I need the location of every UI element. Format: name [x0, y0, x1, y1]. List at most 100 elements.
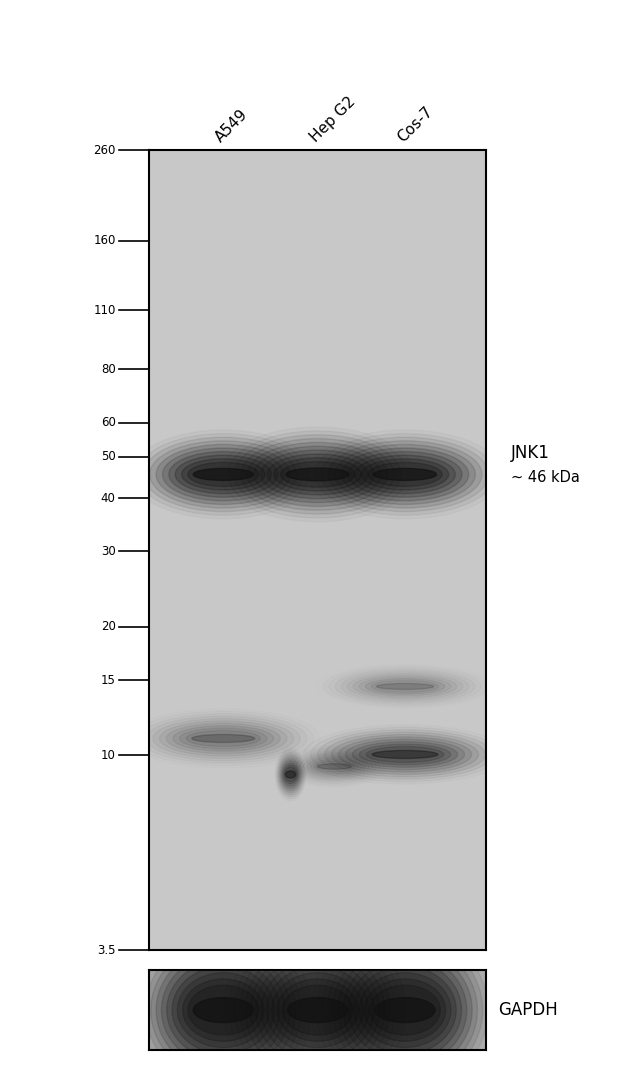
Ellipse shape: [364, 978, 446, 1042]
Ellipse shape: [256, 954, 379, 1066]
Ellipse shape: [274, 458, 361, 491]
Ellipse shape: [260, 450, 375, 498]
Ellipse shape: [283, 763, 298, 786]
Ellipse shape: [144, 437, 303, 511]
Ellipse shape: [241, 438, 394, 510]
Text: GAPDH: GAPDH: [498, 1001, 558, 1019]
Ellipse shape: [140, 929, 306, 1074]
Text: 20: 20: [101, 621, 116, 634]
Ellipse shape: [373, 468, 436, 480]
Ellipse shape: [177, 973, 269, 1047]
Ellipse shape: [370, 985, 440, 1035]
Ellipse shape: [161, 954, 285, 1066]
Text: 80: 80: [101, 363, 116, 376]
Ellipse shape: [322, 929, 488, 1074]
Ellipse shape: [321, 437, 489, 511]
Ellipse shape: [272, 973, 363, 1047]
Ellipse shape: [175, 455, 271, 494]
Ellipse shape: [166, 723, 280, 754]
Ellipse shape: [156, 445, 290, 505]
Ellipse shape: [193, 998, 253, 1022]
Ellipse shape: [348, 451, 462, 497]
Ellipse shape: [279, 756, 302, 793]
Ellipse shape: [278, 754, 303, 795]
Ellipse shape: [247, 442, 388, 507]
Ellipse shape: [372, 751, 438, 758]
Ellipse shape: [327, 935, 483, 1074]
Ellipse shape: [183, 978, 264, 1042]
Text: 15: 15: [101, 673, 116, 686]
Text: 260: 260: [93, 144, 116, 157]
Ellipse shape: [173, 726, 274, 751]
Ellipse shape: [314, 760, 354, 772]
Ellipse shape: [281, 760, 300, 788]
Text: 10: 10: [101, 749, 116, 761]
Ellipse shape: [335, 445, 476, 505]
Ellipse shape: [282, 985, 353, 1035]
Ellipse shape: [315, 434, 495, 516]
Ellipse shape: [145, 935, 301, 1074]
Ellipse shape: [156, 947, 290, 1073]
Ellipse shape: [163, 448, 284, 500]
Text: Cos-7: Cos-7: [394, 104, 436, 145]
Ellipse shape: [234, 435, 401, 514]
Ellipse shape: [234, 929, 401, 1074]
Ellipse shape: [266, 967, 369, 1054]
Ellipse shape: [286, 468, 349, 481]
Ellipse shape: [277, 752, 304, 797]
Text: JNK1: JNK1: [511, 444, 550, 462]
Ellipse shape: [182, 459, 265, 490]
Ellipse shape: [338, 737, 472, 772]
Text: 60: 60: [101, 417, 116, 430]
Ellipse shape: [188, 985, 258, 1035]
Ellipse shape: [261, 960, 374, 1060]
Ellipse shape: [343, 954, 467, 1066]
Text: 3.5: 3.5: [97, 944, 116, 957]
Ellipse shape: [150, 440, 297, 508]
Ellipse shape: [240, 935, 395, 1074]
Ellipse shape: [288, 998, 347, 1022]
Ellipse shape: [349, 960, 462, 1060]
Ellipse shape: [333, 942, 478, 1074]
Ellipse shape: [169, 451, 277, 497]
Ellipse shape: [277, 978, 358, 1042]
Ellipse shape: [328, 440, 482, 508]
Ellipse shape: [359, 744, 451, 765]
Ellipse shape: [151, 942, 296, 1074]
Ellipse shape: [227, 431, 408, 518]
Ellipse shape: [359, 973, 451, 1047]
Ellipse shape: [342, 448, 469, 500]
Ellipse shape: [193, 468, 253, 480]
Ellipse shape: [366, 746, 444, 763]
Ellipse shape: [284, 765, 298, 784]
Text: 110: 110: [93, 304, 116, 317]
Text: 30: 30: [101, 545, 116, 557]
Ellipse shape: [311, 759, 358, 773]
Ellipse shape: [172, 967, 274, 1054]
Ellipse shape: [281, 758, 301, 790]
Text: Hep G2: Hep G2: [307, 95, 358, 145]
Ellipse shape: [286, 771, 295, 778]
Text: ~ 46 kDa: ~ 46 kDa: [511, 470, 580, 485]
Ellipse shape: [338, 947, 472, 1073]
Ellipse shape: [345, 739, 465, 770]
Text: 40: 40: [101, 492, 116, 505]
Ellipse shape: [377, 683, 434, 690]
Text: 50: 50: [101, 450, 116, 463]
Ellipse shape: [375, 998, 435, 1022]
Text: A549: A549: [213, 106, 251, 145]
Ellipse shape: [167, 960, 280, 1060]
Ellipse shape: [250, 947, 385, 1073]
Ellipse shape: [355, 455, 455, 494]
Ellipse shape: [317, 764, 352, 769]
Ellipse shape: [368, 463, 442, 487]
Ellipse shape: [307, 757, 362, 775]
Ellipse shape: [137, 434, 309, 516]
Ellipse shape: [365, 679, 444, 694]
Ellipse shape: [331, 735, 479, 774]
Ellipse shape: [192, 735, 255, 742]
Ellipse shape: [267, 454, 368, 495]
Ellipse shape: [281, 462, 354, 488]
Ellipse shape: [186, 730, 260, 746]
Ellipse shape: [371, 681, 439, 693]
